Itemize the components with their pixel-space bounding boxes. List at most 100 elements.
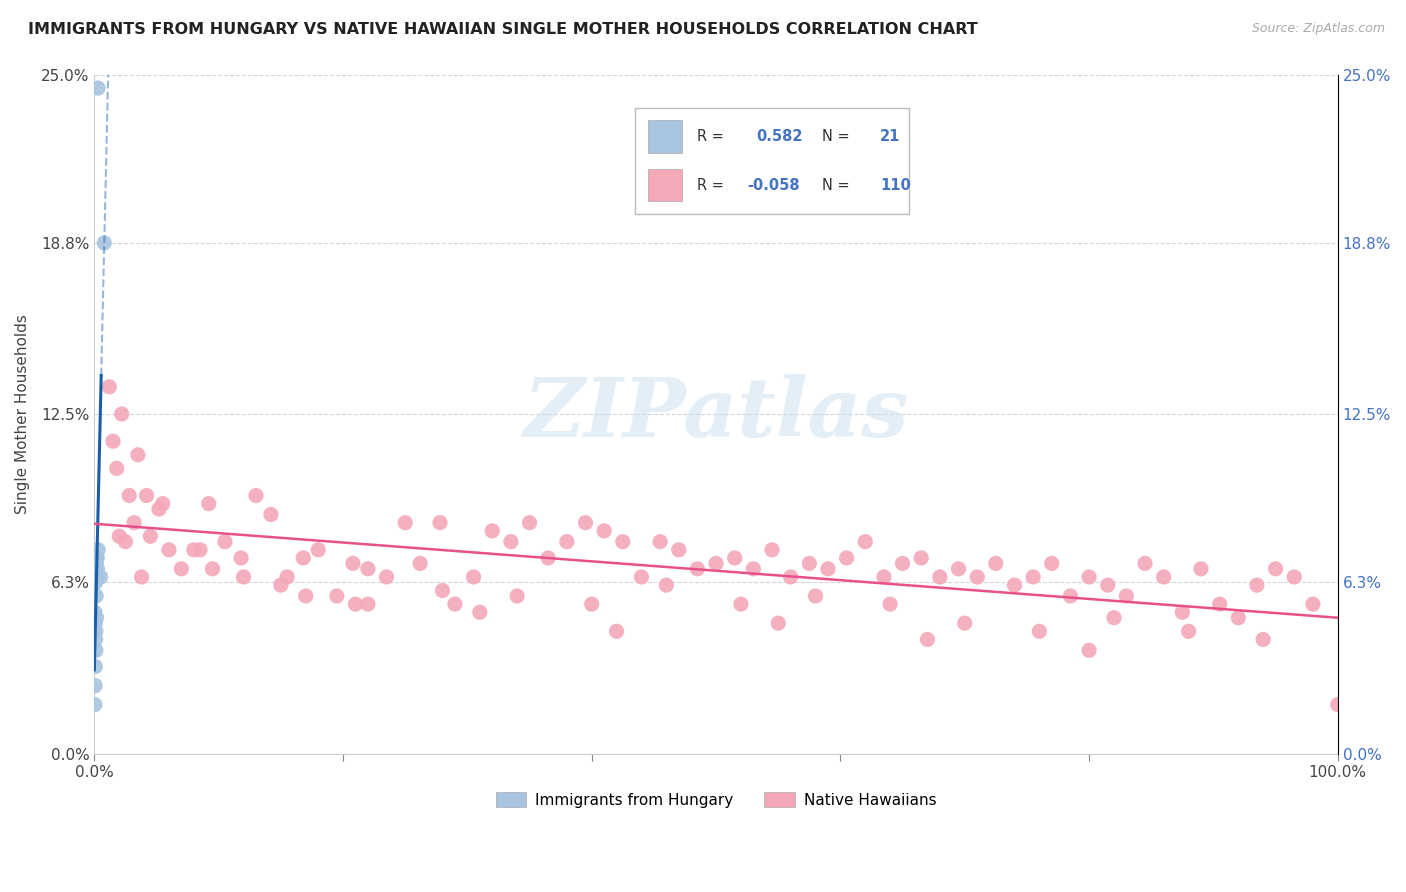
Point bbox=[229, 551, 252, 566]
Point bbox=[170, 562, 193, 576]
Point bbox=[1246, 578, 1268, 592]
Point bbox=[101, 434, 124, 449]
Point bbox=[574, 516, 596, 530]
Point bbox=[157, 542, 180, 557]
Point bbox=[84, 624, 107, 639]
Point bbox=[148, 502, 170, 516]
Point bbox=[432, 583, 454, 598]
Point bbox=[1115, 589, 1137, 603]
Point bbox=[835, 551, 858, 566]
Point bbox=[730, 597, 752, 611]
Point bbox=[118, 488, 141, 502]
Point bbox=[84, 659, 107, 673]
Point bbox=[1078, 570, 1101, 584]
Point bbox=[1040, 557, 1063, 571]
Point bbox=[108, 529, 131, 543]
Point bbox=[84, 632, 107, 647]
Point bbox=[93, 235, 115, 250]
Point bbox=[948, 562, 970, 576]
Point bbox=[90, 570, 112, 584]
Point bbox=[127, 448, 149, 462]
Point bbox=[276, 570, 298, 584]
Point bbox=[984, 557, 1007, 571]
Point bbox=[891, 557, 914, 571]
Point bbox=[917, 632, 939, 647]
FancyBboxPatch shape bbox=[648, 120, 682, 153]
Point bbox=[481, 524, 503, 538]
Point bbox=[344, 597, 367, 611]
Point bbox=[593, 524, 616, 538]
Point bbox=[1059, 589, 1081, 603]
Point bbox=[1208, 597, 1230, 611]
Text: IMMIGRANTS FROM HUNGARY VS NATIVE HAWAIIAN SINGLE MOTHER HOUSEHOLDS CORRELATION : IMMIGRANTS FROM HUNGARY VS NATIVE HAWAII… bbox=[28, 22, 977, 37]
Y-axis label: Single Mother Households: Single Mother Households bbox=[15, 314, 30, 514]
Point bbox=[742, 562, 765, 576]
Point bbox=[111, 407, 134, 421]
Text: 0.582: 0.582 bbox=[756, 128, 803, 144]
Point bbox=[555, 534, 578, 549]
Text: 21: 21 bbox=[880, 128, 901, 144]
Point bbox=[655, 578, 678, 592]
Point bbox=[1177, 624, 1199, 639]
Point bbox=[83, 698, 105, 712]
Point bbox=[468, 605, 491, 619]
Point bbox=[84, 605, 107, 619]
Point bbox=[799, 557, 821, 571]
Point bbox=[357, 562, 380, 576]
Point bbox=[86, 611, 108, 625]
Point bbox=[612, 534, 634, 549]
Point bbox=[953, 616, 976, 631]
Point bbox=[135, 488, 157, 502]
Point bbox=[879, 597, 901, 611]
Point bbox=[292, 551, 315, 566]
Point bbox=[86, 562, 108, 576]
Point bbox=[84, 557, 107, 571]
Point bbox=[197, 497, 219, 511]
Point bbox=[519, 516, 541, 530]
Point bbox=[928, 570, 950, 584]
Point bbox=[429, 516, 451, 530]
Point bbox=[409, 557, 432, 571]
Point bbox=[853, 534, 876, 549]
Point bbox=[779, 570, 801, 584]
Point bbox=[1227, 611, 1250, 625]
Text: -0.058: -0.058 bbox=[747, 178, 800, 193]
Point bbox=[704, 557, 727, 571]
Point bbox=[1302, 597, 1324, 611]
Point bbox=[84, 589, 107, 603]
Point bbox=[630, 570, 652, 584]
Point bbox=[1326, 698, 1348, 712]
Point bbox=[394, 516, 416, 530]
Point bbox=[131, 570, 153, 584]
FancyBboxPatch shape bbox=[636, 109, 908, 214]
Point bbox=[84, 562, 107, 576]
Point bbox=[804, 589, 827, 603]
Point bbox=[1133, 557, 1156, 571]
Point bbox=[761, 542, 783, 557]
Point bbox=[1078, 643, 1101, 657]
Point bbox=[87, 542, 110, 557]
Point bbox=[686, 562, 709, 576]
Point bbox=[270, 578, 292, 592]
Point bbox=[499, 534, 522, 549]
Point bbox=[581, 597, 603, 611]
Point bbox=[444, 597, 467, 611]
Point bbox=[463, 570, 485, 584]
Text: Source: ZipAtlas.com: Source: ZipAtlas.com bbox=[1251, 22, 1385, 36]
Point bbox=[139, 529, 162, 543]
Point bbox=[114, 534, 136, 549]
Text: R =: R = bbox=[697, 128, 728, 144]
Point bbox=[1251, 632, 1274, 647]
Point bbox=[375, 570, 398, 584]
Point bbox=[294, 589, 316, 603]
Point bbox=[1004, 578, 1026, 592]
Point bbox=[873, 570, 896, 584]
Point bbox=[105, 461, 128, 475]
Point bbox=[326, 589, 349, 603]
Point bbox=[86, 570, 108, 584]
Point bbox=[1189, 562, 1212, 576]
FancyBboxPatch shape bbox=[648, 169, 682, 202]
Point bbox=[84, 643, 107, 657]
Point bbox=[1153, 570, 1175, 584]
Point bbox=[1102, 611, 1125, 625]
